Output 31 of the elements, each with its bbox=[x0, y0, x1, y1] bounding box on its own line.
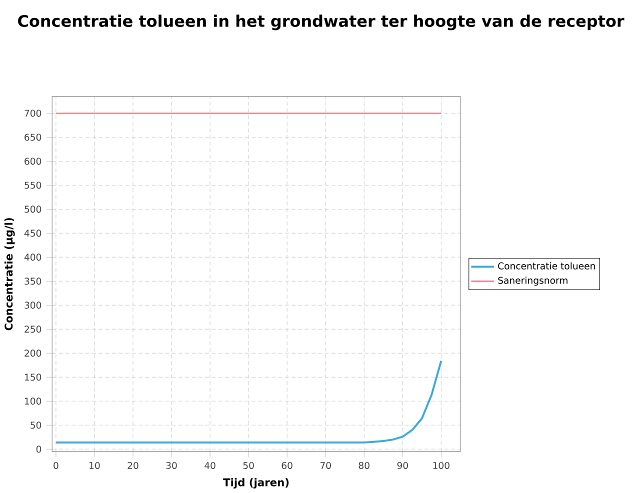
x-tick-label: 70 bbox=[320, 462, 331, 469]
x-tick-label: 80 bbox=[358, 462, 370, 469]
y-tick-label: 250 bbox=[24, 326, 42, 333]
x-tick-label: 10 bbox=[90, 462, 100, 469]
y-tick-label: 100 bbox=[24, 398, 42, 405]
x-tick-label: 40 bbox=[204, 462, 216, 469]
y-tick-label: 550 bbox=[24, 182, 42, 189]
y-tick-label: 500 bbox=[24, 206, 42, 213]
y-tick-label: 300 bbox=[24, 302, 42, 309]
y-tick-label: 700 bbox=[24, 110, 42, 117]
x-tick-label: 20 bbox=[128, 462, 138, 469]
x-tick-label: 50 bbox=[243, 462, 254, 469]
x-tick-label: 100 bbox=[433, 462, 450, 469]
legend-label: Concentratie tolueen bbox=[498, 262, 595, 270]
y-tick-label: 50 bbox=[30, 422, 42, 429]
y-tick-label: 650 bbox=[24, 134, 42, 141]
y-tick-label: 150 bbox=[24, 374, 42, 381]
y-tick-label: 0 bbox=[36, 446, 42, 453]
x-tick-label: 60 bbox=[282, 462, 292, 469]
x-tick-label: 0 bbox=[54, 462, 58, 469]
chart-title: Concentratie tolueen in het grondwater ter hoogte van de receptor bbox=[18, 14, 624, 30]
x-tick-label: 90 bbox=[397, 462, 408, 469]
y-tick-label: 200 bbox=[24, 350, 42, 357]
y-tick-label: 600 bbox=[24, 158, 42, 165]
y-tick-label: 350 bbox=[24, 278, 42, 285]
legend-label: Saneringsnorm bbox=[498, 276, 568, 286]
y-tick-label: 450 bbox=[24, 230, 42, 237]
x-axis-title: Tijd (jaren) bbox=[223, 478, 289, 489]
y-axis-title: Concentratie (µg/l) bbox=[4, 218, 15, 330]
y-tick-label: 400 bbox=[24, 254, 42, 261]
x-tick-label: 30 bbox=[166, 462, 177, 469]
